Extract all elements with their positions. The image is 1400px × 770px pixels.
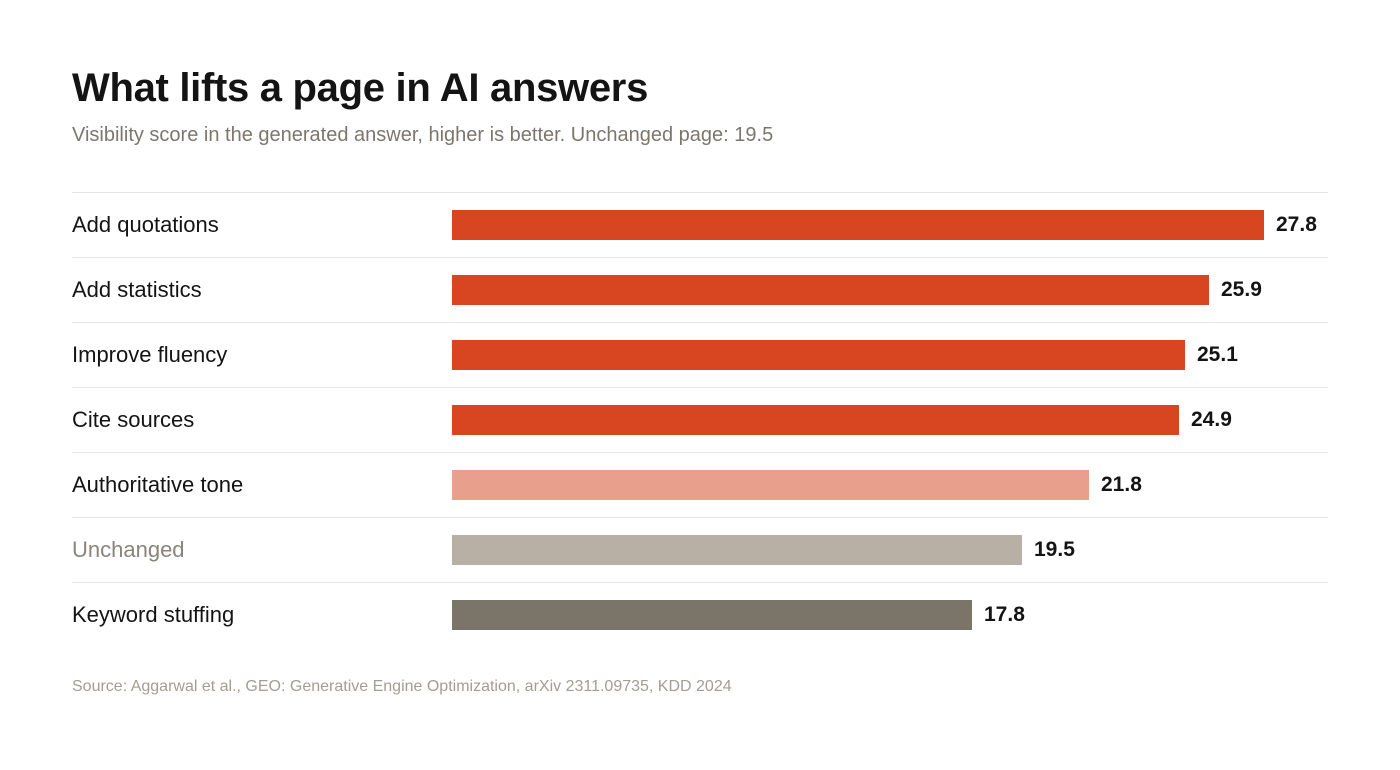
bar-row: Add statistics 25.9	[72, 258, 1328, 323]
value-label: 17.8	[984, 603, 1025, 626]
bar	[452, 340, 1185, 370]
category-label: Unchanged	[72, 537, 185, 562]
value-label: 27.8	[1276, 213, 1317, 236]
bar	[452, 535, 1022, 565]
bar	[452, 275, 1209, 305]
chart-title: What lifts a page in AI answers	[72, 66, 649, 110]
bar	[452, 600, 972, 630]
bar-row: Improve fluency 25.1	[72, 323, 1328, 388]
category-label: Add quotations	[72, 212, 219, 237]
category-label: Cite sources	[72, 407, 195, 432]
value-label: 25.1	[1197, 343, 1238, 366]
value-label: 24.9	[1191, 408, 1232, 431]
category-label: Authoritative tone	[72, 472, 244, 497]
value-label: 25.9	[1221, 278, 1262, 301]
category-label: Keyword stuffing	[72, 602, 235, 627]
bar	[452, 405, 1179, 435]
bar-chart: What lifts a page in AI answers Visibili…	[72, 0, 1328, 770]
bar-row: Add quotations 27.8	[72, 193, 1328, 258]
bar-row: Unchanged 19.5	[72, 518, 1328, 583]
category-label: Add statistics	[72, 277, 202, 302]
bar	[452, 470, 1089, 500]
value-label: 19.5	[1034, 538, 1075, 561]
category-label: Improve fluency	[72, 342, 228, 367]
source-note: Source: Aggarwal et al., GEO: Generative…	[72, 678, 732, 695]
chart-subtitle: Visibility score in the generated answer…	[72, 124, 774, 146]
bar	[452, 210, 1264, 240]
value-label: 21.8	[1101, 473, 1142, 496]
bar-rows: Add quotations 27.8 Add statistics 25.9 Impr…	[72, 192, 1328, 647]
bar-row: Cite sources 24.9	[72, 388, 1328, 453]
bar-row: Authoritative tone 21.8	[72, 453, 1328, 518]
bar-row: Keyword stuffing 17.8	[72, 583, 1328, 647]
